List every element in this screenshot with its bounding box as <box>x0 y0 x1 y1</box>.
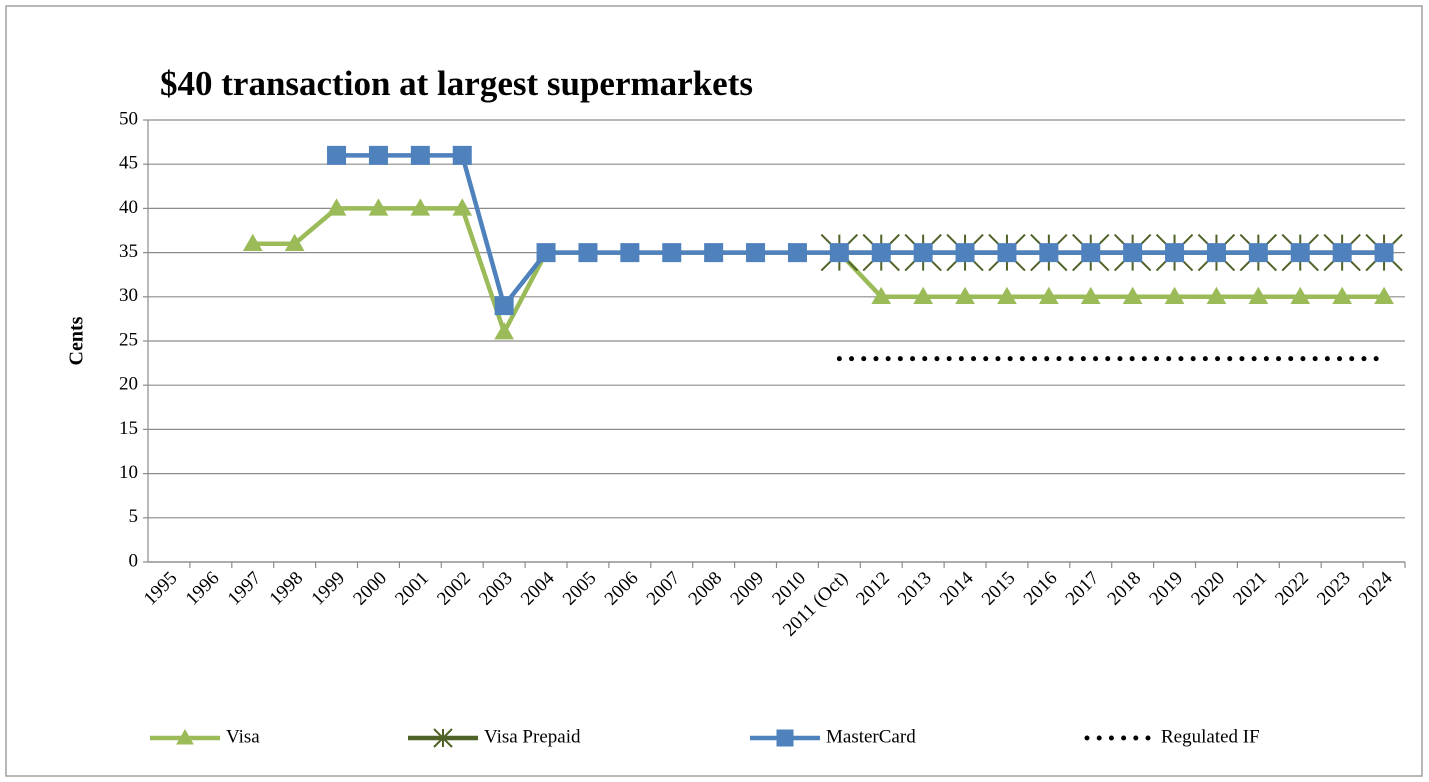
y-tick-label: 40 <box>119 197 138 218</box>
data-point <box>327 145 347 165</box>
data-point <box>746 243 766 263</box>
data-point <box>620 243 640 263</box>
legend-label: Visa Prepaid <box>484 726 581 747</box>
data-point <box>1165 243 1185 263</box>
y-tick-label: 50 <box>119 108 138 129</box>
data-point <box>1123 243 1143 263</box>
data-point <box>1332 243 1352 263</box>
data-point <box>1039 243 1059 263</box>
legend-label: Regulated IF <box>1161 726 1260 747</box>
data-point <box>452 198 473 216</box>
y-axis-label: Cents <box>66 316 88 365</box>
legend-marker <box>176 728 194 745</box>
data-point <box>1206 243 1226 263</box>
data-point <box>1164 286 1185 305</box>
data-point <box>1122 286 1143 305</box>
y-tick-label: 0 <box>129 550 139 571</box>
y-tick-label: 35 <box>119 241 138 262</box>
data-point <box>662 243 682 263</box>
data-point <box>1248 243 1268 263</box>
legend-marker <box>433 728 453 748</box>
data-point <box>1290 286 1311 305</box>
data-point <box>284 233 305 252</box>
data-point <box>578 243 598 263</box>
data-point <box>1038 286 1059 305</box>
data-point <box>452 145 472 165</box>
y-tick-label: 20 <box>119 374 138 395</box>
data-point <box>494 296 514 316</box>
data-point <box>829 243 849 263</box>
data-point <box>242 233 263 252</box>
data-point <box>1081 243 1101 263</box>
data-point <box>1248 286 1269 305</box>
y-tick-label: 30 <box>119 285 138 306</box>
data-point <box>1080 286 1101 305</box>
data-point <box>997 243 1017 263</box>
data-point <box>410 198 431 216</box>
chart-title: $40 transaction at largest supermarkets <box>160 64 753 103</box>
data-point <box>913 243 933 263</box>
data-point <box>704 243 724 263</box>
data-point <box>1374 243 1394 263</box>
data-point <box>787 243 807 263</box>
data-point <box>368 198 389 216</box>
y-tick-label: 45 <box>119 153 138 174</box>
data-point <box>1332 286 1353 305</box>
data-point <box>368 145 388 165</box>
data-point <box>326 198 347 216</box>
data-point <box>536 243 556 263</box>
y-tick-label: 10 <box>119 462 138 483</box>
data-point <box>955 286 975 305</box>
y-tick-label: 15 <box>119 418 138 439</box>
chart-border <box>5 5 1423 777</box>
legend-label: MasterCard <box>826 726 916 747</box>
data-point <box>1290 243 1310 263</box>
y-tick-label: 25 <box>119 329 138 350</box>
data-point <box>913 286 934 305</box>
legend-label: Visa <box>226 726 260 747</box>
data-point <box>997 286 1017 305</box>
data-point <box>1206 286 1227 305</box>
data-point <box>955 243 975 263</box>
y-tick-label: 5 <box>129 506 139 527</box>
data-point <box>871 286 892 305</box>
data-point <box>871 243 891 263</box>
data-point <box>1374 286 1394 305</box>
data-point <box>410 145 430 165</box>
data-point <box>494 322 515 340</box>
legend-marker <box>776 729 794 747</box>
